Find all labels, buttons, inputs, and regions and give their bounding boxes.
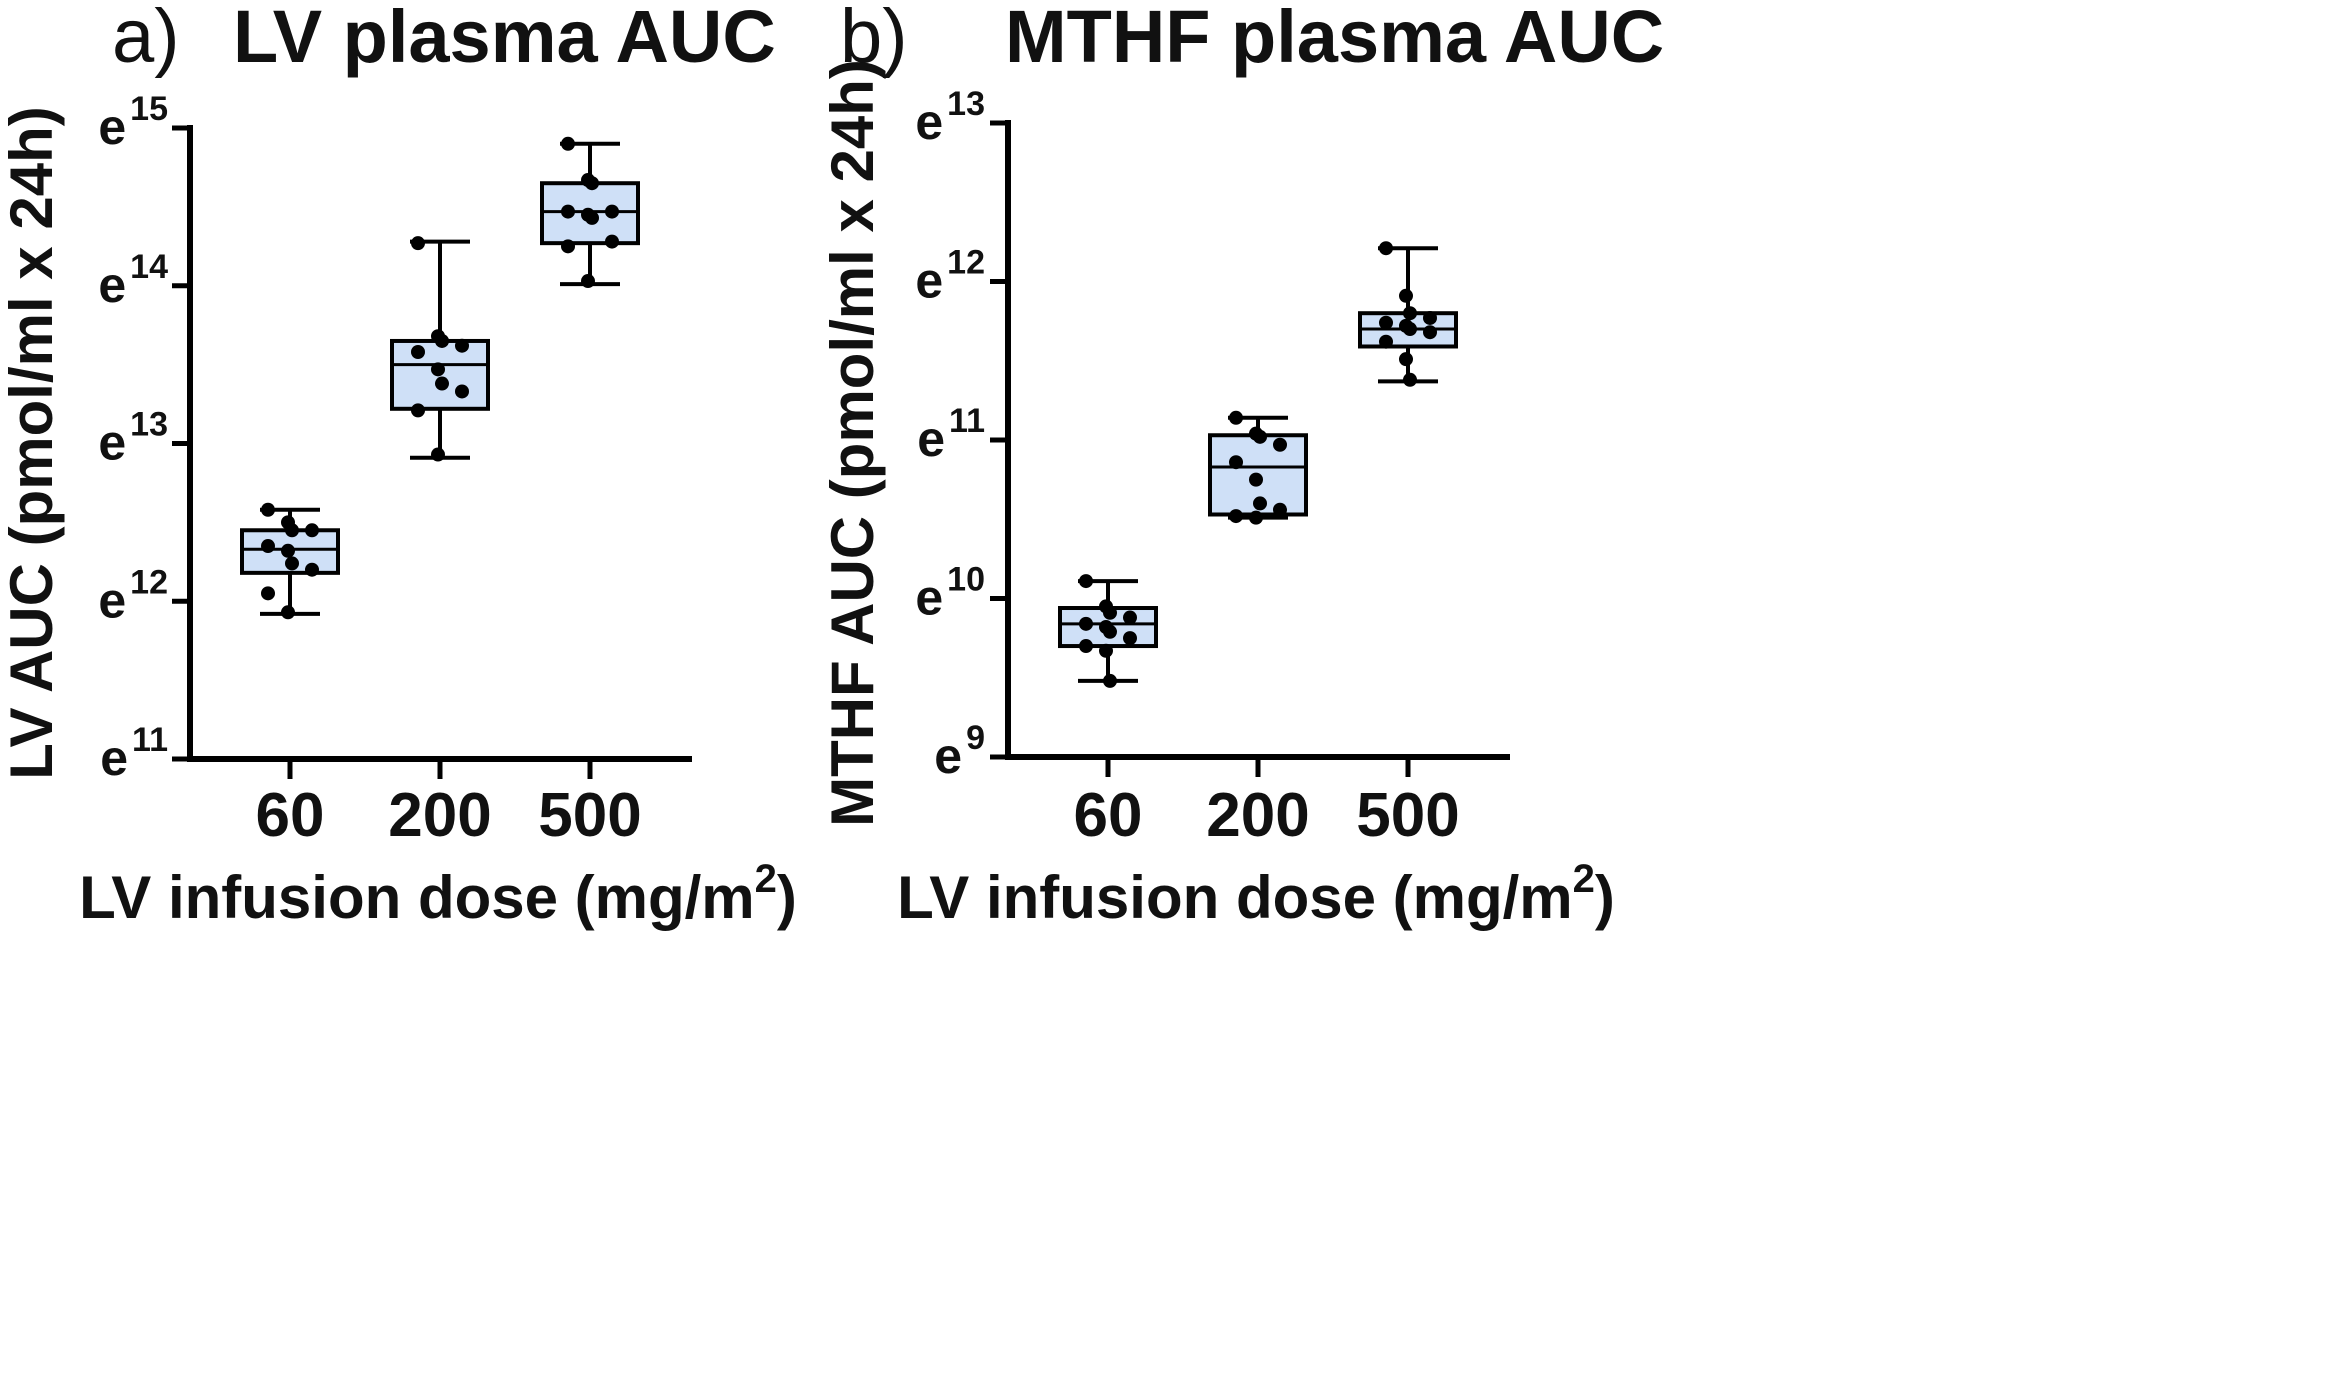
panel-letter: a) xyxy=(112,0,180,79)
data-point xyxy=(1079,574,1093,589)
data-point xyxy=(561,204,575,219)
x-tick-label: 200 xyxy=(1206,781,1309,850)
box-group-500 xyxy=(1358,241,1458,387)
data-point xyxy=(1229,410,1243,425)
data-point xyxy=(411,236,425,251)
x-tick-label: 500 xyxy=(538,781,641,850)
data-point xyxy=(455,384,469,399)
data-point xyxy=(285,523,299,538)
data-point xyxy=(305,523,319,538)
data-point xyxy=(1099,643,1113,658)
data-point xyxy=(1229,455,1243,470)
data-point xyxy=(605,204,619,219)
data-point xyxy=(435,333,449,348)
data-point xyxy=(455,338,469,353)
data-point xyxy=(561,239,575,254)
data-point xyxy=(1423,325,1437,340)
data-point xyxy=(1253,496,1267,511)
data-point xyxy=(435,376,449,391)
chart-title: LV plasma AUC xyxy=(233,0,776,78)
y-tick-label: e 13 xyxy=(915,85,985,150)
x-tick-label: 60 xyxy=(256,781,325,850)
data-point xyxy=(1399,352,1413,367)
data-point xyxy=(411,345,425,360)
data-point xyxy=(285,556,299,571)
y-tick-label: e 12 xyxy=(98,563,168,628)
data-point xyxy=(305,562,319,577)
y-tick-label: e 13 xyxy=(98,406,168,471)
data-point xyxy=(411,403,425,418)
data-point xyxy=(261,539,275,554)
data-point xyxy=(1103,624,1117,639)
data-point xyxy=(1403,306,1417,321)
panel-a: a) LV plasma AUC e 11 e 12 e 13 e 14 e 15 60 200 500 LV… xyxy=(0,0,797,931)
data-point xyxy=(1273,437,1287,452)
data-point xyxy=(431,362,445,377)
y-axis-label: MTHF AUC (pmol/ml x 24h) xyxy=(819,59,886,827)
data-point xyxy=(1379,315,1393,330)
data-point xyxy=(1079,639,1093,654)
data-point xyxy=(1123,631,1137,646)
data-point xyxy=(261,502,275,517)
data-point xyxy=(1403,372,1417,387)
data-point xyxy=(431,447,445,462)
data-point xyxy=(1123,610,1137,625)
x-tick-label: 500 xyxy=(1356,781,1459,850)
panel-b: b) MTHF plasma AUC e 9 e 10 e 11 e 12 e 13 60 200 500 L… xyxy=(819,0,1664,931)
box-group-500 xyxy=(540,136,640,289)
y-tick-label: e 15 xyxy=(98,90,168,155)
data-point xyxy=(261,586,275,601)
y-tick-label: e 10 xyxy=(915,561,985,626)
data-point xyxy=(585,210,599,225)
data-point xyxy=(281,605,295,620)
data-point xyxy=(605,234,619,249)
data-point xyxy=(1379,334,1393,349)
x-axis-label: LV infusion dose (mg/m2) xyxy=(897,857,1615,931)
data-point xyxy=(1079,616,1093,631)
data-point xyxy=(1103,673,1117,688)
data-point xyxy=(1399,288,1413,303)
box-group-60 xyxy=(1058,574,1158,688)
y-tick-label: e 12 xyxy=(915,244,985,309)
y-axis-label: LV AUC (pmol/ml x 24h) xyxy=(0,106,65,779)
y-tick-label: e 11 xyxy=(100,721,168,786)
data-point xyxy=(581,274,595,289)
x-axis-label: LV infusion dose (mg/m2) xyxy=(79,857,797,931)
box-group-200 xyxy=(1208,410,1308,525)
y-tick-label: e 14 xyxy=(98,248,168,313)
data-point xyxy=(1229,509,1243,524)
chart-title: MTHF plasma AUC xyxy=(1005,0,1664,78)
data-point xyxy=(1273,502,1287,517)
data-point xyxy=(1403,322,1417,337)
x-tick-label: 200 xyxy=(388,781,491,850)
data-point xyxy=(1103,605,1117,620)
data-point xyxy=(1379,241,1393,256)
data-point xyxy=(1253,429,1267,444)
y-tick-label: e 11 xyxy=(917,402,985,467)
box-group-200 xyxy=(390,236,490,462)
panel-letter: b) xyxy=(840,0,908,79)
data-point xyxy=(281,543,295,558)
x-tick-label: 60 xyxy=(1074,781,1143,850)
data-point xyxy=(561,136,575,151)
box-group-60 xyxy=(240,502,340,620)
data-point xyxy=(1423,310,1437,325)
data-point xyxy=(1249,472,1263,487)
data-point xyxy=(585,176,599,191)
data-point xyxy=(1249,510,1263,525)
